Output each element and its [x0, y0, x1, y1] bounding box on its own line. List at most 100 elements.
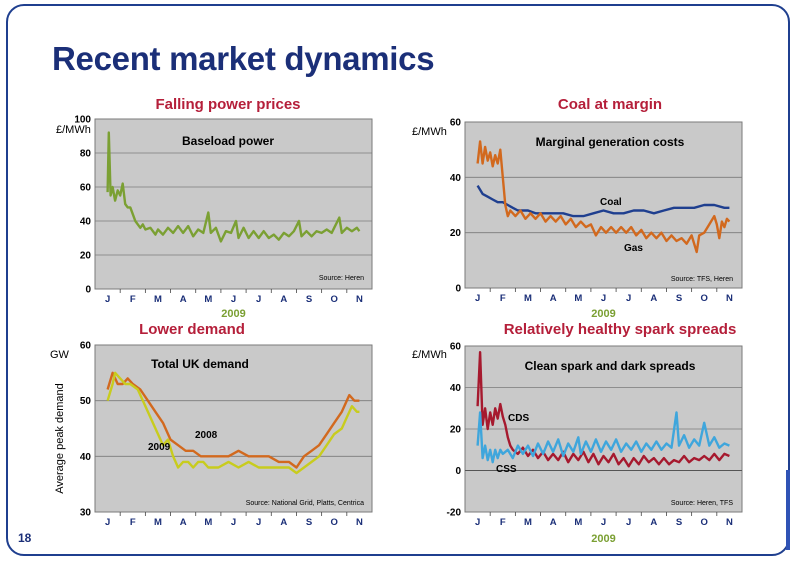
chart-subtitle: Marginal generation costs	[536, 135, 685, 149]
decorative-rule	[786, 470, 790, 550]
chart-subtitle: Clean spark and dark spreads	[525, 359, 696, 373]
x-tick-label: O	[701, 517, 708, 528]
chart-source: Source: Heren, TFS	[671, 500, 733, 507]
chart-spark-spreads: Relatively healthy spark spreads -20 0 20 40…	[412, 321, 743, 545]
x-tick-label: O	[331, 294, 338, 305]
x-tick-label: S	[306, 294, 312, 305]
chart-source: Source: National Grid, Platts, Centrica	[246, 500, 364, 507]
x-axis-label: 2009	[591, 308, 615, 320]
x-tick-label: N	[726, 517, 733, 528]
plot-area	[94, 118, 373, 290]
y-axis-label: £/MWh	[412, 126, 447, 138]
x-tick-label: A	[280, 294, 287, 305]
slide-frame	[6, 4, 790, 556]
y-tick-label: 0	[455, 284, 461, 295]
series-label: 2008	[195, 430, 218, 441]
series-line-gas	[476, 140, 731, 254]
chart-falling-power-prices: Falling power prices 0 20 40 60 80 100 J F M A M J J A…	[56, 96, 373, 320]
series-label: Gas	[624, 243, 643, 254]
y-tick-label: 60	[450, 118, 462, 129]
y-axis-label: Average peak demand	[54, 383, 66, 494]
x-tick-label: A	[650, 517, 657, 528]
chart-title: Relatively healthy spark spreads	[504, 321, 737, 338]
x-tick-label: J	[626, 293, 631, 304]
x-tick-label: J	[256, 294, 261, 305]
x-tick-label: F	[130, 294, 136, 305]
x-tick-label: J	[231, 517, 236, 528]
chart-subtitle: Baseload power	[182, 134, 274, 148]
x-tick-label: J	[256, 517, 261, 528]
x-tick-label: M	[574, 517, 582, 528]
x-tick-label: S	[676, 517, 682, 528]
y-tick-label: 100	[74, 115, 91, 126]
x-tick-label: N	[356, 517, 363, 528]
y-tick-label: 80	[80, 149, 92, 160]
y-tick-label: 50	[80, 396, 92, 407]
x-tick-label: J	[475, 293, 480, 304]
series-line-baseload	[106, 131, 361, 243]
x-tick-label: S	[676, 293, 682, 304]
series-label: 2009	[148, 442, 171, 453]
y-tick-label: 0	[455, 466, 461, 477]
chart-lower-demand: Lower demand 30 40 50 60 J F M A M J J A S O N GW Average…	[50, 321, 373, 528]
y-tick-label: 20	[450, 228, 462, 239]
y-tick-label: 0	[85, 285, 91, 296]
y-unit-label: GW	[50, 349, 70, 361]
x-tick-label: A	[550, 517, 557, 528]
y-tick-label: 60	[80, 183, 92, 194]
chart-source: Source: Heren	[319, 275, 364, 282]
x-axis-label: 2009	[591, 533, 615, 545]
y-tick-label: 60	[80, 341, 92, 352]
x-tick-label: O	[701, 293, 708, 304]
x-tick-label: A	[280, 517, 287, 528]
y-tick-label: 40	[450, 383, 462, 394]
series-label: CDS	[508, 413, 529, 424]
x-tick-label: J	[601, 293, 606, 304]
x-tick-label: F	[130, 517, 136, 528]
x-tick-label: M	[574, 293, 582, 304]
y-tick-label: 60	[450, 342, 462, 353]
plot-area	[94, 344, 373, 513]
x-tick-label: N	[726, 293, 733, 304]
x-tick-label: J	[626, 517, 631, 528]
x-tick-label: J	[231, 294, 236, 305]
x-tick-label: A	[180, 294, 187, 305]
series-line-coal	[476, 184, 730, 218]
series-line-cds	[476, 351, 730, 468]
y-tick-label: 20	[450, 425, 462, 436]
chart-title: Coal at margin	[558, 96, 662, 113]
plot-area	[464, 121, 743, 289]
x-tick-label: J	[601, 517, 606, 528]
x-tick-label: M	[204, 294, 212, 305]
series-label: CSS	[496, 464, 517, 475]
x-tick-label: M	[204, 517, 212, 528]
x-tick-label: A	[180, 517, 187, 528]
y-axis-label: £/MWh	[412, 349, 447, 361]
x-tick-label: M	[524, 517, 532, 528]
y-tick-label: 40	[80, 217, 92, 228]
x-tick-label: J	[105, 294, 110, 305]
y-tick-label: 30	[80, 508, 92, 519]
x-tick-label: F	[500, 293, 506, 304]
x-tick-label: A	[550, 293, 557, 304]
slide-title: Recent market dynamics	[52, 40, 435, 77]
y-tick-label: -20	[447, 508, 462, 519]
y-axis-label: £/MWh	[56, 124, 91, 136]
y-tick-label: 40	[80, 452, 92, 463]
x-tick-label: N	[356, 294, 363, 305]
chart-subtitle: Total UK demand	[151, 357, 249, 371]
x-tick-label: F	[500, 517, 506, 528]
chart-coal-at-margin: Coal at margin 0 20 40 60 J F M A M J J A S O N 2009 £/MW…	[412, 96, 743, 320]
x-tick-label: S	[306, 517, 312, 528]
series-line-2008	[106, 371, 360, 469]
x-tick-label: J	[105, 517, 110, 528]
chart-source: Source: TFS, Heren	[671, 276, 733, 283]
x-tick-label: J	[475, 517, 480, 528]
y-tick-label: 20	[80, 251, 92, 262]
y-tick-label: 40	[450, 173, 462, 184]
x-axis-label: 2009	[221, 308, 245, 320]
x-tick-label: M	[154, 517, 162, 528]
series-line-css	[476, 411, 730, 464]
x-tick-label: O	[331, 517, 338, 528]
series-label: Coal	[600, 197, 622, 208]
